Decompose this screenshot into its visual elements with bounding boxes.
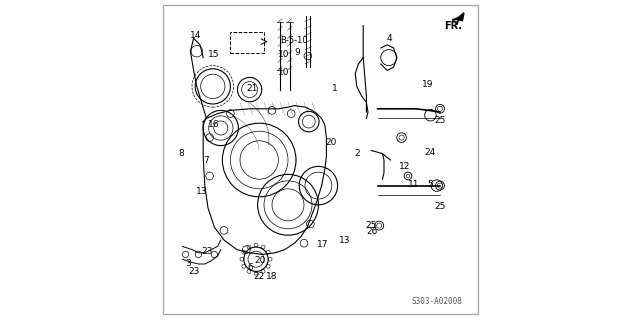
Polygon shape — [456, 13, 464, 21]
Text: 25: 25 — [435, 116, 445, 124]
Text: 3: 3 — [185, 260, 191, 268]
Text: 13: 13 — [339, 236, 351, 245]
Text: 9: 9 — [295, 48, 300, 57]
Text: 23: 23 — [202, 247, 212, 256]
Text: 20: 20 — [325, 138, 336, 147]
Text: 26: 26 — [367, 228, 378, 236]
Text: 17: 17 — [317, 240, 328, 249]
Text: S303-A02008: S303-A02008 — [412, 297, 462, 306]
Text: 25: 25 — [435, 202, 445, 211]
Text: 22: 22 — [253, 272, 264, 281]
Text: 19: 19 — [422, 80, 434, 89]
Text: 21: 21 — [246, 84, 257, 92]
Text: 5: 5 — [427, 180, 433, 188]
Text: 1: 1 — [332, 84, 338, 92]
Text: 25: 25 — [365, 221, 377, 230]
Text: 23: 23 — [189, 268, 200, 276]
Text: 15: 15 — [208, 50, 220, 59]
Text: 6: 6 — [248, 263, 253, 272]
Text: FR.: FR. — [444, 20, 462, 31]
Text: 14: 14 — [189, 31, 201, 40]
Text: 12: 12 — [399, 162, 410, 171]
Text: 13: 13 — [196, 188, 207, 196]
Text: 18: 18 — [266, 272, 278, 281]
Text: 4: 4 — [387, 34, 392, 43]
Text: 11: 11 — [408, 180, 419, 188]
Text: 2: 2 — [355, 149, 360, 158]
Text: 7: 7 — [203, 156, 209, 164]
Text: 8: 8 — [179, 149, 184, 158]
Text: 24: 24 — [424, 148, 435, 156]
Text: B-5-10: B-5-10 — [280, 36, 308, 45]
Text: 10: 10 — [278, 68, 290, 76]
FancyBboxPatch shape — [230, 32, 264, 53]
Text: 20: 20 — [255, 256, 266, 265]
Text: 10: 10 — [278, 50, 290, 59]
Text: 16: 16 — [208, 120, 219, 129]
